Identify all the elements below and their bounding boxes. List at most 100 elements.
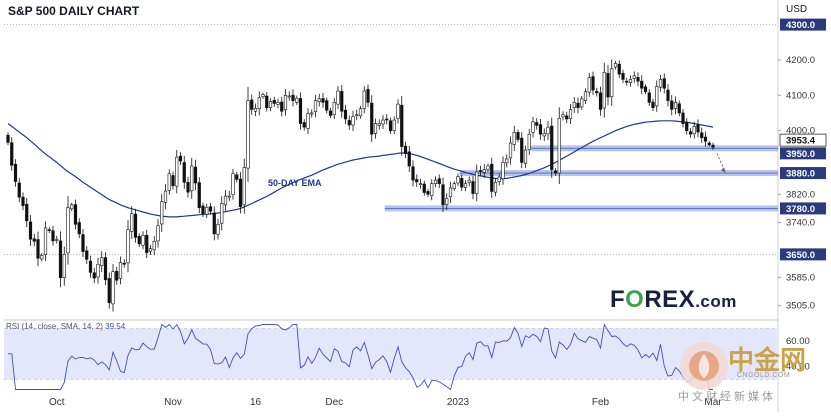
candle-body [328,110,333,116]
time-tick-label: Oct [49,397,65,408]
candle [385,114,389,125]
candle [685,118,689,135]
candle [475,164,479,202]
level-label-text: 3880.0 [786,169,815,180]
candle-body [21,196,25,206]
candle [13,159,18,187]
candle [328,108,333,119]
candle-body [295,97,299,103]
candle [163,184,168,210]
candle-body [156,225,160,242]
candle [463,180,468,192]
candle-body [471,181,475,194]
candle [81,229,85,258]
candle [208,202,213,215]
candle-body [407,151,411,167]
candle-body [681,112,685,124]
candle-body [632,75,636,79]
level-label-text: 3953.4 [786,136,816,147]
candle [467,176,471,187]
candle-body [265,95,269,108]
support-bands [384,145,778,212]
candle [92,267,96,284]
candle-body [490,163,494,192]
candle [542,128,546,141]
time-tick-label: Dec [325,397,343,408]
candle [223,190,228,211]
price-pane [4,14,778,318]
candle [430,179,434,201]
candle [250,94,254,115]
rsi-label: RSI (14, close, SMA, 14, 2) 39.54 [6,322,125,331]
candles [6,59,715,312]
candle [130,206,134,239]
candle [557,107,561,185]
candle-body [456,176,460,184]
candle [268,98,273,112]
candle [490,157,494,198]
candle-body [561,114,565,118]
candle [598,86,603,116]
candle [58,231,63,288]
rsi-tick-label: 60.00 [786,336,810,347]
candle [583,88,588,105]
candle-body [13,163,18,182]
candle-body [96,263,100,278]
candle-body [482,169,486,173]
candle [445,193,449,210]
candle-body [347,120,351,126]
candle-body [362,90,366,109]
candle-body [351,116,355,126]
candle-body [452,183,456,189]
candle-body [100,257,104,266]
chart-title: S&P 500 DAILY CHART [8,4,140,18]
candle [505,154,509,168]
candle [77,218,81,239]
candle [565,111,569,124]
candle-body [302,122,306,128]
candle-body [610,68,614,98]
candle [602,62,606,118]
candle [651,98,655,112]
candle [257,91,261,116]
candle-body [253,108,258,112]
candle-body [673,102,678,109]
candle [501,156,505,185]
candle-body [17,182,21,198]
candle [340,85,344,118]
candle [175,150,179,194]
candle [261,92,265,99]
candle [118,256,123,285]
candle-body [118,262,123,279]
candle-body [478,170,483,172]
candle [216,219,220,240]
candle-body [373,123,378,134]
candle [36,231,40,267]
candle-body [628,79,633,83]
reference-lines [4,24,778,255]
candle-body [598,92,603,110]
candle [28,215,33,247]
candle [96,257,100,284]
candle-body [242,167,246,206]
candle [497,173,501,186]
candle [643,84,648,95]
candle [280,96,284,117]
candle-body [283,95,288,110]
candle [486,163,490,172]
candle-body [538,124,543,135]
candle-body [298,98,303,124]
candle-body [220,203,224,224]
candle-body [66,207,70,254]
candle-body [325,100,329,111]
candle-body [313,100,318,112]
candle-body [355,114,359,117]
candle-body [617,63,621,75]
candle [572,97,576,113]
candle [141,231,145,250]
candle-body [433,179,438,184]
candle [186,176,190,198]
candle [253,103,258,117]
candle [238,172,243,214]
